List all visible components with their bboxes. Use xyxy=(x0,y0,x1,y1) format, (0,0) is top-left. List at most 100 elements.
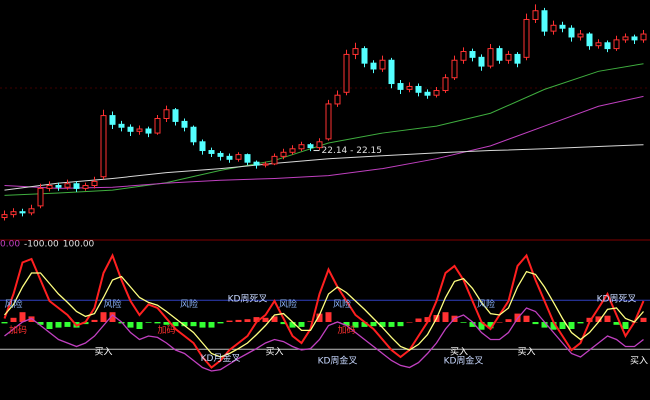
histogram-bar xyxy=(271,316,278,322)
candle-body xyxy=(532,10,539,20)
candle-body xyxy=(397,83,404,90)
header-value: -100.00 xyxy=(24,240,59,250)
histogram-bar xyxy=(505,319,512,322)
oscillator-line xyxy=(3,253,645,369)
candle-body xyxy=(496,48,503,61)
candle-body xyxy=(622,36,629,41)
histogram-bar xyxy=(172,322,179,327)
candle-body xyxy=(217,152,224,157)
candle-body xyxy=(451,59,458,79)
histogram-bar xyxy=(442,312,449,322)
candle-body xyxy=(100,115,107,178)
signal-label: KD周金叉 xyxy=(318,355,358,367)
histogram-bar xyxy=(136,322,143,329)
histogram-bar xyxy=(343,322,350,326)
histogram-bar xyxy=(46,322,53,329)
histogram-bar xyxy=(622,322,629,329)
candle-body xyxy=(550,24,557,32)
moving-average-line xyxy=(4,144,644,191)
candle-body xyxy=(10,211,17,216)
candle-body xyxy=(46,184,53,189)
histogram-bar xyxy=(352,322,359,328)
histogram-bar xyxy=(298,322,305,327)
candle-body xyxy=(388,59,395,85)
histogram-bar xyxy=(496,322,503,323)
histogram-bar xyxy=(613,322,620,325)
candle-body xyxy=(73,183,80,189)
signal-label: 加码 xyxy=(337,325,355,336)
candle-body xyxy=(226,155,233,160)
candle-body xyxy=(253,161,260,166)
candle-body xyxy=(163,109,170,119)
candle-body xyxy=(631,36,638,41)
histogram-bar xyxy=(235,319,242,322)
histogram-bar xyxy=(163,322,170,325)
histogram-bar xyxy=(253,317,260,322)
signal-label: 风险 xyxy=(477,298,495,310)
histogram-bar xyxy=(640,317,647,322)
histogram-bar xyxy=(55,322,62,328)
histogram-bar xyxy=(577,322,584,324)
candle-body xyxy=(298,144,305,150)
candle-body xyxy=(334,94,341,105)
histogram-bar xyxy=(145,322,152,323)
candle-body xyxy=(172,109,179,122)
candle-body xyxy=(325,103,332,140)
candle-body xyxy=(460,51,467,61)
histogram-bar xyxy=(37,322,44,325)
header-value: 100.00 xyxy=(63,240,95,250)
candle-body xyxy=(118,123,125,128)
candle-body xyxy=(19,211,26,214)
candle-body xyxy=(289,148,296,153)
histogram-bar xyxy=(469,322,476,327)
candle-body xyxy=(478,56,485,67)
candle-body xyxy=(361,48,368,64)
candle-body xyxy=(136,128,143,132)
histogram-bar xyxy=(226,320,233,322)
histogram-bar xyxy=(307,321,314,322)
candle-body xyxy=(424,91,431,96)
signal-label: KD周死叉 xyxy=(597,293,637,304)
header-value: 0.00 xyxy=(0,240,20,250)
histogram-bar xyxy=(604,315,611,322)
candle-body xyxy=(586,33,593,47)
histogram-bar xyxy=(280,322,287,325)
histogram-bar xyxy=(181,322,188,327)
candle-body xyxy=(145,128,152,134)
histogram-bar xyxy=(208,322,215,328)
signal-label: 风险 xyxy=(333,298,351,310)
candle-body xyxy=(127,126,134,132)
candle-body xyxy=(244,154,251,163)
histogram-bar xyxy=(379,322,386,327)
oscillator-line xyxy=(4,307,644,372)
histogram-bar xyxy=(550,322,557,330)
candle-body xyxy=(190,126,197,143)
signal-label: 买入 xyxy=(517,347,535,358)
candle-body xyxy=(91,180,98,186)
histogram-bar xyxy=(406,322,413,323)
candle-body xyxy=(199,141,206,152)
histogram-bar xyxy=(487,322,494,329)
histogram-bar xyxy=(370,322,377,327)
histogram-bar xyxy=(388,322,395,327)
candle-body xyxy=(577,33,584,38)
histogram-bar xyxy=(1,322,8,324)
histogram-bar xyxy=(91,319,98,322)
candle-body xyxy=(280,151,287,157)
histogram-bar xyxy=(325,312,332,322)
candle-body xyxy=(181,120,188,128)
candle-body xyxy=(271,155,278,165)
histogram-bar xyxy=(154,322,161,324)
candle-body xyxy=(568,27,575,38)
signal-label: 买入 xyxy=(94,347,112,358)
annotation: 22.14 - 22.15 xyxy=(322,146,383,156)
candle-body xyxy=(307,144,314,149)
histogram-bar xyxy=(19,312,26,322)
signal-label: 买入 xyxy=(265,347,283,358)
histogram-bar xyxy=(523,315,530,322)
candle-body xyxy=(433,90,440,96)
candle-body xyxy=(613,39,620,50)
candle-body xyxy=(262,163,269,166)
candle-body xyxy=(64,183,71,188)
